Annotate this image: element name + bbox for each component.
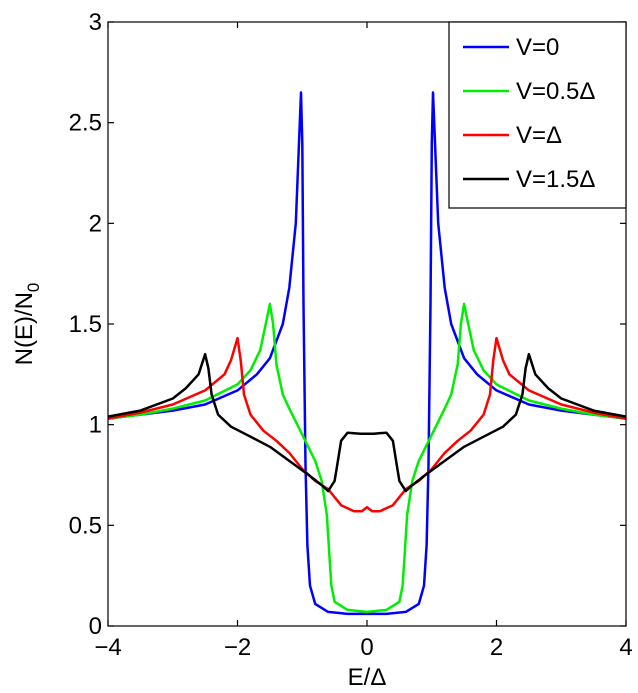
y-tick-label: 2.5 (69, 110, 102, 137)
legend-label-0: V=0 (516, 34, 559, 61)
y-axis-label-subscript: 0 (24, 283, 43, 292)
x-tick-label: 0 (360, 634, 373, 661)
x-axis-label: E/Δ (348, 664, 387, 691)
y-tick-label: 1 (89, 412, 102, 439)
svg-text:N(E)/N0: N(E)/N0 (11, 283, 43, 366)
y-tick-label: 0.5 (69, 512, 102, 539)
legend-label-3: V=1.5Δ (516, 166, 595, 193)
x-tick-label: 2 (490, 634, 503, 661)
y-axis-label: N(E)/N0 (11, 283, 43, 366)
axis-ticks: −4 −2 0 2 4 0 0.5 1 1.5 2 2.5 3 (69, 9, 633, 661)
y-tick-label: 0 (89, 613, 102, 640)
y-tick-label: 2 (89, 210, 102, 237)
legend-box (448, 21, 627, 209)
legend-label-1: V=0.5Δ (516, 78, 595, 105)
x-tick-label: 4 (619, 634, 632, 661)
series-line-1 (107, 302, 627, 614)
series-line-2 (107, 336, 627, 513)
legend: V=0 V=0.5Δ V=Δ V=1.5Δ (448, 21, 627, 209)
series-line-3 (107, 352, 627, 493)
x-tick-label: −2 (224, 634, 251, 661)
x-tick-label: −4 (94, 634, 121, 661)
y-axis-label-main: N(E)/N (11, 292, 38, 365)
legend-label-2: V=Δ (516, 122, 562, 149)
y-tick-label: 3 (89, 9, 102, 36)
plot-area (107, 91, 627, 616)
series-line-0 (107, 91, 627, 616)
y-tick-label: 1.5 (69, 311, 102, 338)
